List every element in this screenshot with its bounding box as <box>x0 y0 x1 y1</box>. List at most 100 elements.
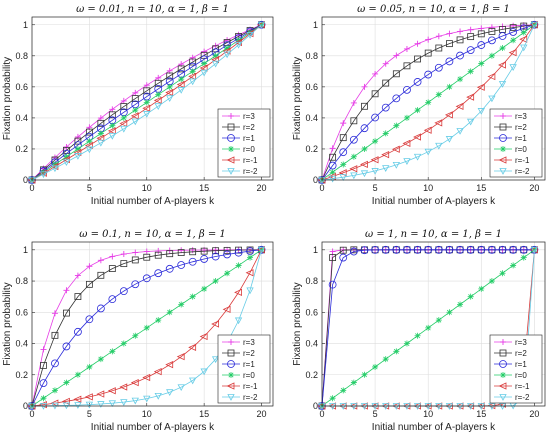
legend-label: r=-2 <box>515 167 530 176</box>
data-point <box>51 331 59 339</box>
data-point <box>445 57 454 66</box>
legend-marker <box>228 146 234 152</box>
series-line <box>321 24 535 181</box>
data-point <box>349 135 358 144</box>
data-point <box>84 393 93 401</box>
data-point <box>403 85 411 94</box>
data-point <box>487 72 496 81</box>
x-tick-label: 10 <box>423 183 433 193</box>
legend-box <box>217 334 271 404</box>
legend: r=3 r=2 r=1 r=0 r=-1 r=-2 <box>217 108 271 178</box>
data-point <box>339 253 348 262</box>
data-point <box>73 395 82 403</box>
legend-item-r=3: r=3 <box>494 112 527 121</box>
data-point <box>107 387 116 395</box>
data-point <box>488 36 496 45</box>
legend-item-r=3: r=3 <box>222 112 255 121</box>
legend-marker <box>499 349 507 357</box>
data-point <box>165 264 174 273</box>
legend-label: r=1 <box>243 360 255 369</box>
data-point <box>510 37 517 44</box>
y-tick-label: 0 <box>313 401 318 411</box>
data-point <box>339 174 347 181</box>
data-point <box>520 44 528 52</box>
data-point <box>63 153 70 160</box>
data-point <box>257 21 266 29</box>
data-point <box>176 353 185 361</box>
data-point <box>51 359 59 368</box>
y-tick-label: 1 <box>23 20 28 30</box>
x-tick-label: 20 <box>257 183 267 193</box>
data-point <box>435 142 443 150</box>
data-point <box>223 250 231 259</box>
data-point <box>96 134 105 142</box>
data-point <box>234 248 243 257</box>
data-point <box>456 36 464 44</box>
data-point <box>446 30 453 37</box>
data-point <box>382 60 389 67</box>
data-point <box>382 79 390 87</box>
data-point <box>166 83 173 90</box>
y-tick-label: 1 <box>23 245 28 255</box>
data-point <box>340 387 347 394</box>
data-point <box>498 81 507 88</box>
legend-item-r=-1: r=-1 <box>222 156 258 165</box>
data-point <box>132 332 139 339</box>
y-tick-label: 0 <box>23 175 28 185</box>
data-point <box>340 161 347 168</box>
legend-item-r=-2: r=-2 <box>222 393 258 402</box>
series-r=2 <box>28 246 265 410</box>
data-point <box>62 159 71 167</box>
x-axis-label: Initial number of A-players k <box>372 422 496 433</box>
data-point <box>211 252 220 261</box>
legend-marker <box>499 168 507 175</box>
data-point <box>402 139 411 147</box>
legend-marker <box>500 113 506 119</box>
x-tick-label: 20 <box>529 183 539 193</box>
data-point <box>247 254 254 261</box>
data-point <box>444 111 453 119</box>
x-tick-label: 15 <box>199 183 209 193</box>
data-point <box>371 245 379 254</box>
legend-marker <box>498 382 507 390</box>
data-point <box>328 280 337 289</box>
data-point <box>519 245 528 254</box>
legend-label: r=-2 <box>243 393 258 402</box>
legend-box <box>489 108 543 178</box>
legend-item-r=3: r=3 <box>494 338 527 347</box>
data-point <box>97 356 104 363</box>
data-point <box>488 245 496 254</box>
data-point <box>130 112 139 120</box>
data-point <box>85 315 94 324</box>
data-point <box>200 69 208 77</box>
data-point <box>73 148 82 157</box>
data-point <box>74 371 81 378</box>
legend-item-r=-1: r=-1 <box>222 382 258 391</box>
data-point <box>188 377 197 385</box>
data-point <box>393 122 400 129</box>
data-point <box>223 51 231 59</box>
data-point <box>446 83 453 90</box>
data-point <box>131 280 140 289</box>
x-tick-label: 15 <box>476 409 486 419</box>
data-point <box>199 332 208 341</box>
data-point <box>131 118 139 126</box>
data-point <box>189 248 197 256</box>
data-point <box>498 32 507 40</box>
data-point <box>488 52 495 59</box>
x-tick-label: 0 <box>29 409 34 419</box>
legend-marker <box>228 339 234 345</box>
chart-title: ω = 0.1, n = 10, α = 1, β = 1 <box>79 229 226 240</box>
data-point <box>257 21 265 29</box>
data-point <box>51 165 59 173</box>
data-point <box>142 274 151 283</box>
data-point <box>371 168 379 175</box>
legend-marker <box>500 146 506 152</box>
data-point <box>235 37 242 44</box>
data-point <box>455 102 464 111</box>
data-point <box>40 362 47 369</box>
data-point <box>120 114 127 121</box>
data-point <box>424 49 432 57</box>
data-point <box>329 169 336 176</box>
data-point <box>201 48 208 55</box>
